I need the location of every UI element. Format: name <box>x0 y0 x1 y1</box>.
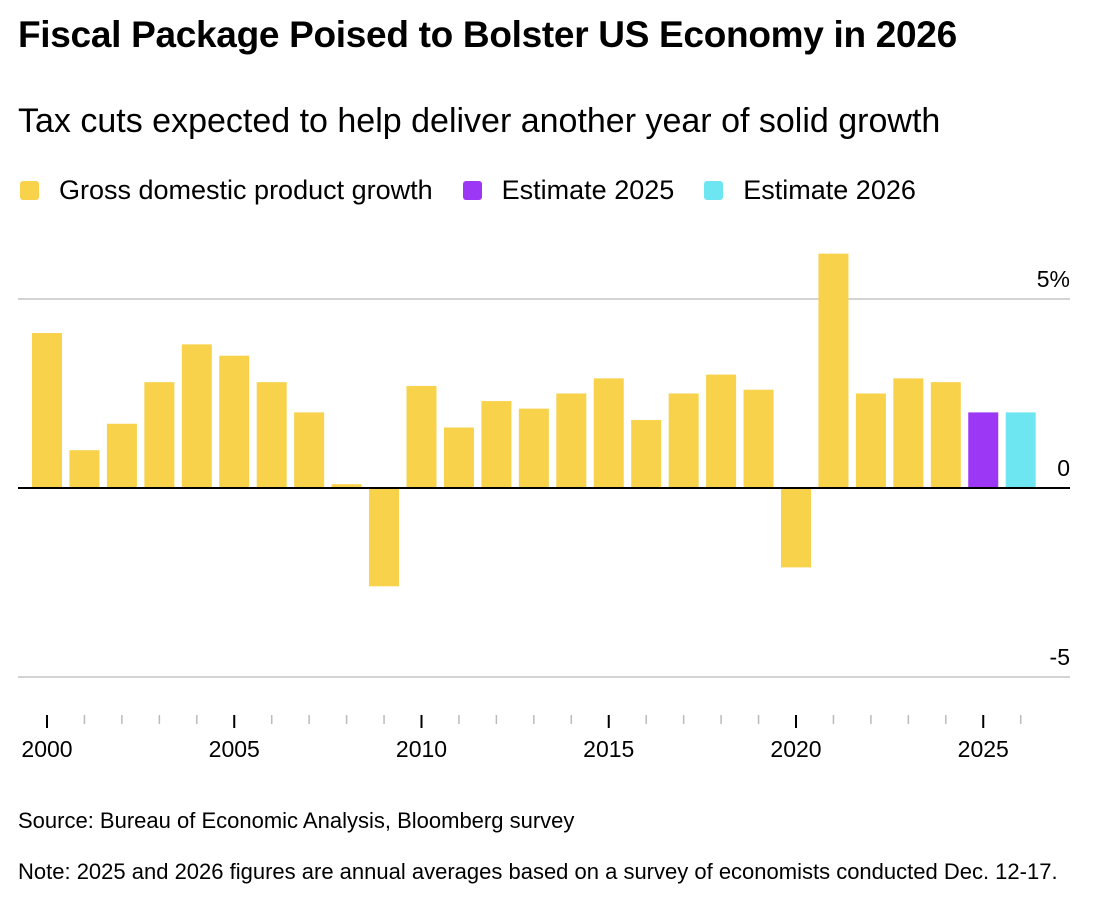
x-tick-label: 2015 <box>583 736 634 762</box>
legend-item-estimate-2026: Estimate 2026 <box>704 175 916 206</box>
legend-label-gdp: Gross domestic product growth <box>59 175 433 205</box>
bar-2022 <box>855 393 886 488</box>
bar-2010 <box>406 385 437 488</box>
bar-2011 <box>443 427 474 488</box>
bar-2023 <box>893 378 924 488</box>
bar-2014 <box>556 393 587 488</box>
bar-2021 <box>818 253 849 488</box>
bar-2004 <box>181 344 212 488</box>
x-tick-label: 2020 <box>770 736 821 762</box>
bar-2012 <box>481 401 512 488</box>
bar-2017 <box>668 393 699 488</box>
y-tick-label: 5% <box>1037 266 1070 292</box>
y-tick-label: 0 <box>1057 455 1070 481</box>
bar-2026 <box>1005 412 1036 488</box>
x-tick-label: 2005 <box>209 736 260 762</box>
bar-2018 <box>706 374 737 488</box>
bar-2000 <box>32 333 62 488</box>
footnote: Note: 2025 and 2026 figures are annual a… <box>18 859 1058 884</box>
bar-2006 <box>256 382 287 488</box>
bar-2019 <box>743 389 774 488</box>
bar-2003 <box>144 382 175 488</box>
bar-2001 <box>69 450 100 488</box>
chart-title: Fiscal Package Poised to Bolster US Econ… <box>18 14 957 55</box>
bar-2020 <box>781 488 811 568</box>
bar-2024 <box>930 382 961 488</box>
bar-2013 <box>518 408 549 488</box>
legend-swatch-gdp <box>20 181 39 200</box>
bar-2016 <box>631 419 662 488</box>
legend-item-gdp: Gross domestic product growth <box>20 175 433 206</box>
legend-swatch-estimate-2026 <box>704 181 724 200</box>
bar-2008 <box>331 484 362 488</box>
source-note: Source: Bureau of Economic Analysis, Blo… <box>18 808 575 833</box>
legend-swatch-estimate-2025 <box>462 181 482 200</box>
bar-2025 <box>968 412 999 488</box>
x-tick-label: 2025 <box>958 736 1009 762</box>
bar-2009 <box>369 488 400 587</box>
bar-chart: 5% 0 -5 2000 2005 2010 2015 2020 2025 <box>18 253 1070 762</box>
bar-2015 <box>593 378 624 488</box>
x-tick-label: 2010 <box>396 736 447 762</box>
legend-label-estimate-2026: Estimate 2026 <box>743 175 916 205</box>
bar-2002 <box>106 423 137 488</box>
legend-label-estimate-2025: Estimate 2025 <box>501 175 675 205</box>
legend: Gross domestic product growth Estimate 2… <box>20 175 946 206</box>
bar-2005 <box>219 355 250 488</box>
x-tick-label: 2000 <box>21 736 72 762</box>
chart-subtitle: Tax cuts expected to help deliver anothe… <box>18 102 941 140</box>
y-tick-label: -5 <box>1050 644 1070 670</box>
bar-2007 <box>294 412 325 488</box>
legend-item-estimate-2025: Estimate 2025 <box>462 175 675 206</box>
